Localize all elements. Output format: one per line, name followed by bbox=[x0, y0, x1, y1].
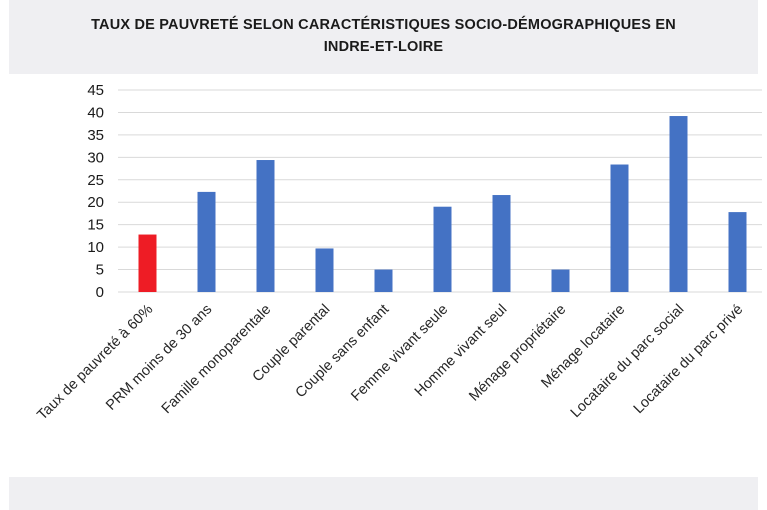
y-tick-label: 0 bbox=[96, 284, 104, 301]
bar bbox=[315, 248, 334, 292]
chart-title-line-2: INDRE-ET-LOIRE bbox=[323, 39, 444, 55]
bar bbox=[492, 195, 511, 292]
bar bbox=[551, 269, 570, 292]
x-tick-label: Femme vivant seule bbox=[348, 302, 451, 405]
bar bbox=[256, 160, 275, 292]
x-tick-label: Locataire du parc privé bbox=[631, 302, 747, 418]
bar bbox=[138, 234, 157, 292]
x-tick-label: Locataire du parc social bbox=[568, 302, 688, 422]
bar bbox=[610, 164, 629, 292]
y-tick-label: 20 bbox=[87, 194, 104, 211]
chart-title: TAUX DE PAUVRETÉ SELON CARACTÉRISTIQUES … bbox=[9, 14, 758, 58]
y-tick-label: 25 bbox=[87, 172, 104, 189]
bar bbox=[374, 269, 393, 292]
y-tick-label: 45 bbox=[87, 82, 104, 99]
bar bbox=[433, 206, 452, 292]
x-tick-label: PRM moins de 30 ans bbox=[103, 302, 215, 414]
bar bbox=[669, 116, 688, 292]
y-tick-label: 10 bbox=[87, 239, 104, 256]
chart-title-line-1: TAUX DE PAUVRETÉ SELON CARACTÉRISTIQUES … bbox=[91, 17, 676, 33]
y-tick-label: 30 bbox=[87, 149, 104, 166]
footer-band bbox=[9, 477, 758, 510]
bar bbox=[197, 191, 216, 292]
y-tick-label: 40 bbox=[87, 104, 104, 121]
bar bbox=[728, 212, 747, 292]
x-tick-label: Famille monoparentale bbox=[159, 302, 275, 418]
x-tick-label: Taux de pauvreté à 60% bbox=[34, 301, 156, 423]
y-tick-label: 5 bbox=[96, 262, 104, 279]
y-tick-label: 35 bbox=[87, 127, 104, 144]
bar-chart: 0 5 10 15 20 25 30 35 40 45 Taux de pauvreté à 60%… bbox=[34, 82, 762, 423]
y-tick-label: 15 bbox=[87, 217, 104, 234]
x-tick-label: Ménage propriétaire bbox=[466, 302, 569, 405]
title-band: TAUX DE PAUVRETÉ SELON CARACTÉRISTIQUES … bbox=[9, 0, 758, 74]
